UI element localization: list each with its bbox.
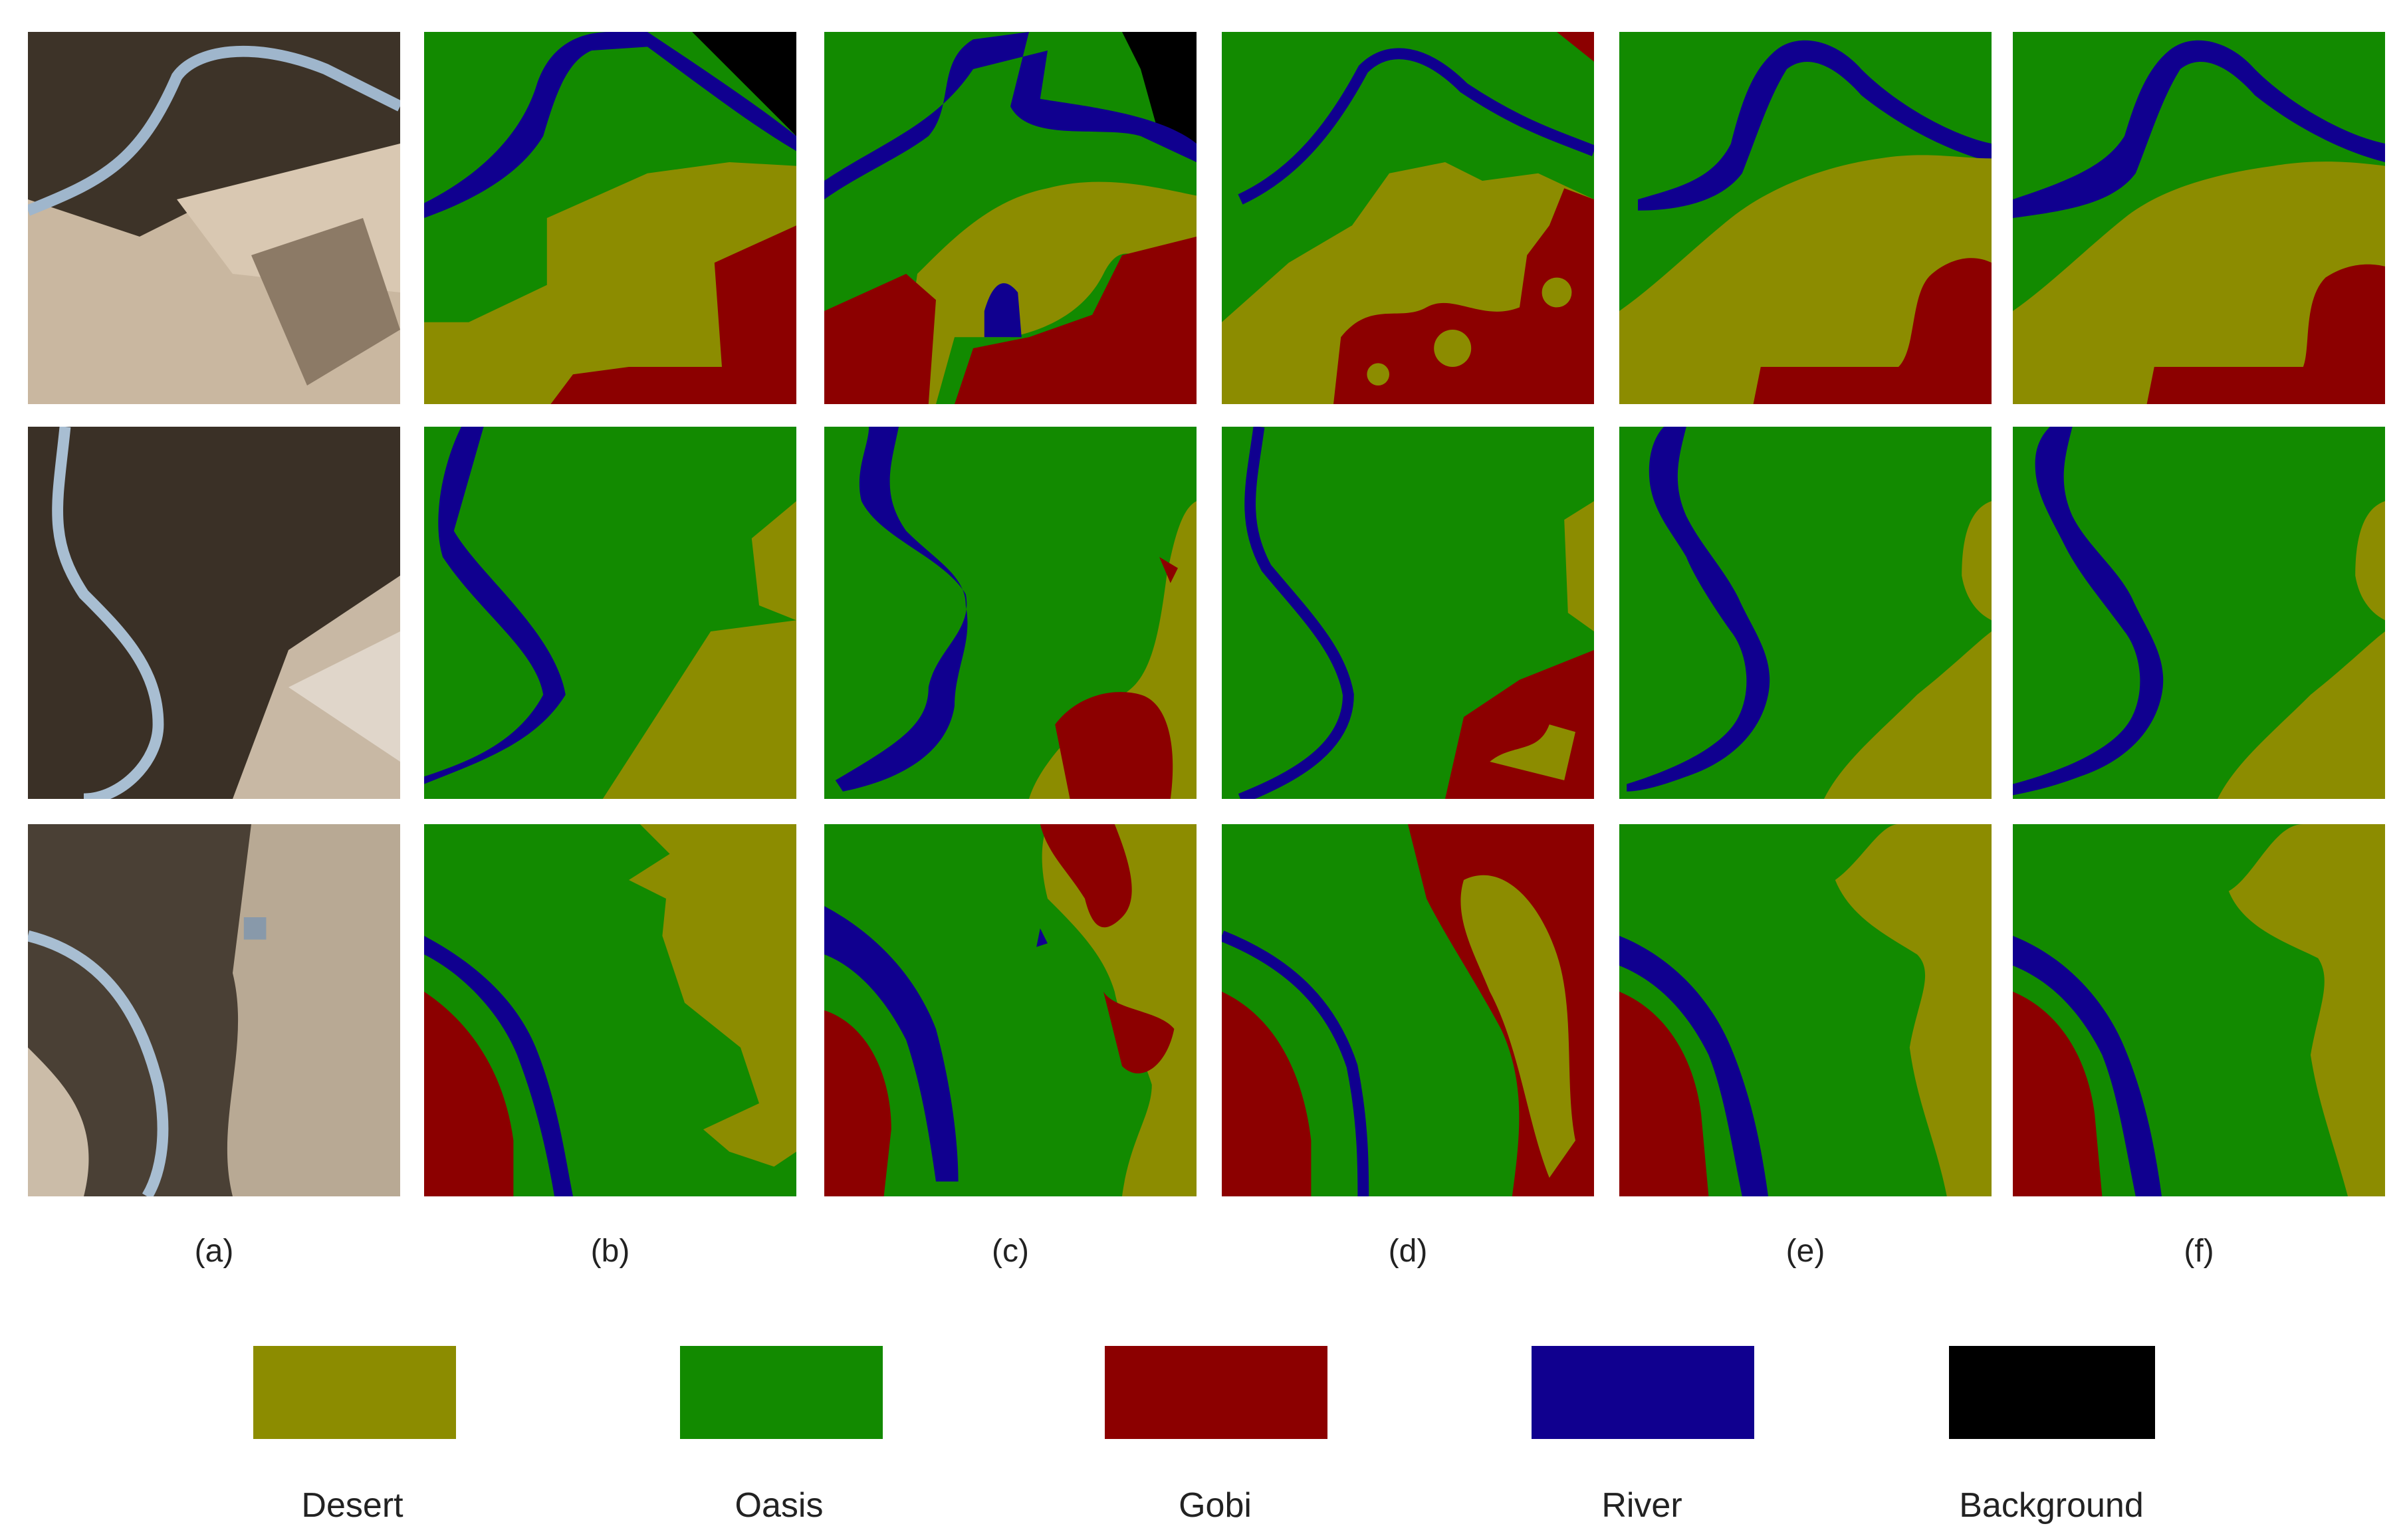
segmentation-c-row1	[824, 32, 1197, 404]
segmentation-b-row3	[424, 824, 796, 1196]
legend-swatch-oasis	[679, 1346, 883, 1439]
satellite-image-row3	[28, 824, 400, 1196]
legend-label-background: Background	[1959, 1486, 2144, 1525]
segmentation-d-row1	[1222, 32, 1594, 404]
legend-label-desert: Desert	[301, 1486, 403, 1525]
legend-swatch-desert	[253, 1346, 456, 1439]
legend-swatch-river	[1532, 1346, 1754, 1439]
legend-oasis	[678, 1346, 884, 1439]
legend-gobi	[1105, 1346, 1327, 1439]
segmentation-f-row2	[2013, 427, 2385, 799]
column-label-a: (a)	[194, 1234, 234, 1269]
segmentation-b-row2	[424, 427, 796, 799]
segmentation-f-row3	[2013, 824, 2385, 1196]
segmentation-c-row3	[824, 824, 1197, 1196]
satellite-image-row2	[28, 427, 400, 799]
segmentation-b-row1	[424, 32, 796, 404]
segmentation-e-row1	[1619, 32, 1992, 404]
legend-label-river: River	[1601, 1486, 1682, 1525]
legend-swatch-gobi	[1105, 1346, 1327, 1439]
satellite-image-row1	[28, 32, 400, 404]
legend-label-gobi: Gobi	[1179, 1486, 1252, 1525]
column-label-c: (c)	[992, 1234, 1029, 1269]
column-label-f: (f)	[2184, 1234, 2214, 1269]
segmentation-d-row3	[1222, 824, 1594, 1196]
legend-desert	[251, 1346, 457, 1439]
legend-label-oasis: Oasis	[735, 1486, 824, 1525]
segmentation-d-row2	[1222, 427, 1594, 799]
legend-background	[1949, 1346, 2155, 1439]
segmentation-e-row2	[1619, 427, 1992, 799]
legend-swatch-background	[1949, 1346, 2155, 1439]
column-label-d: (d)	[1388, 1234, 1428, 1269]
segmentation-c-row2	[824, 427, 1197, 799]
segmentation-e-row3	[1619, 824, 1992, 1196]
column-label-e: (e)	[1785, 1234, 1825, 1269]
column-label-b: (b)	[590, 1234, 630, 1269]
legend-river	[1532, 1346, 1754, 1439]
segmentation-f-row1	[2013, 32, 2385, 404]
